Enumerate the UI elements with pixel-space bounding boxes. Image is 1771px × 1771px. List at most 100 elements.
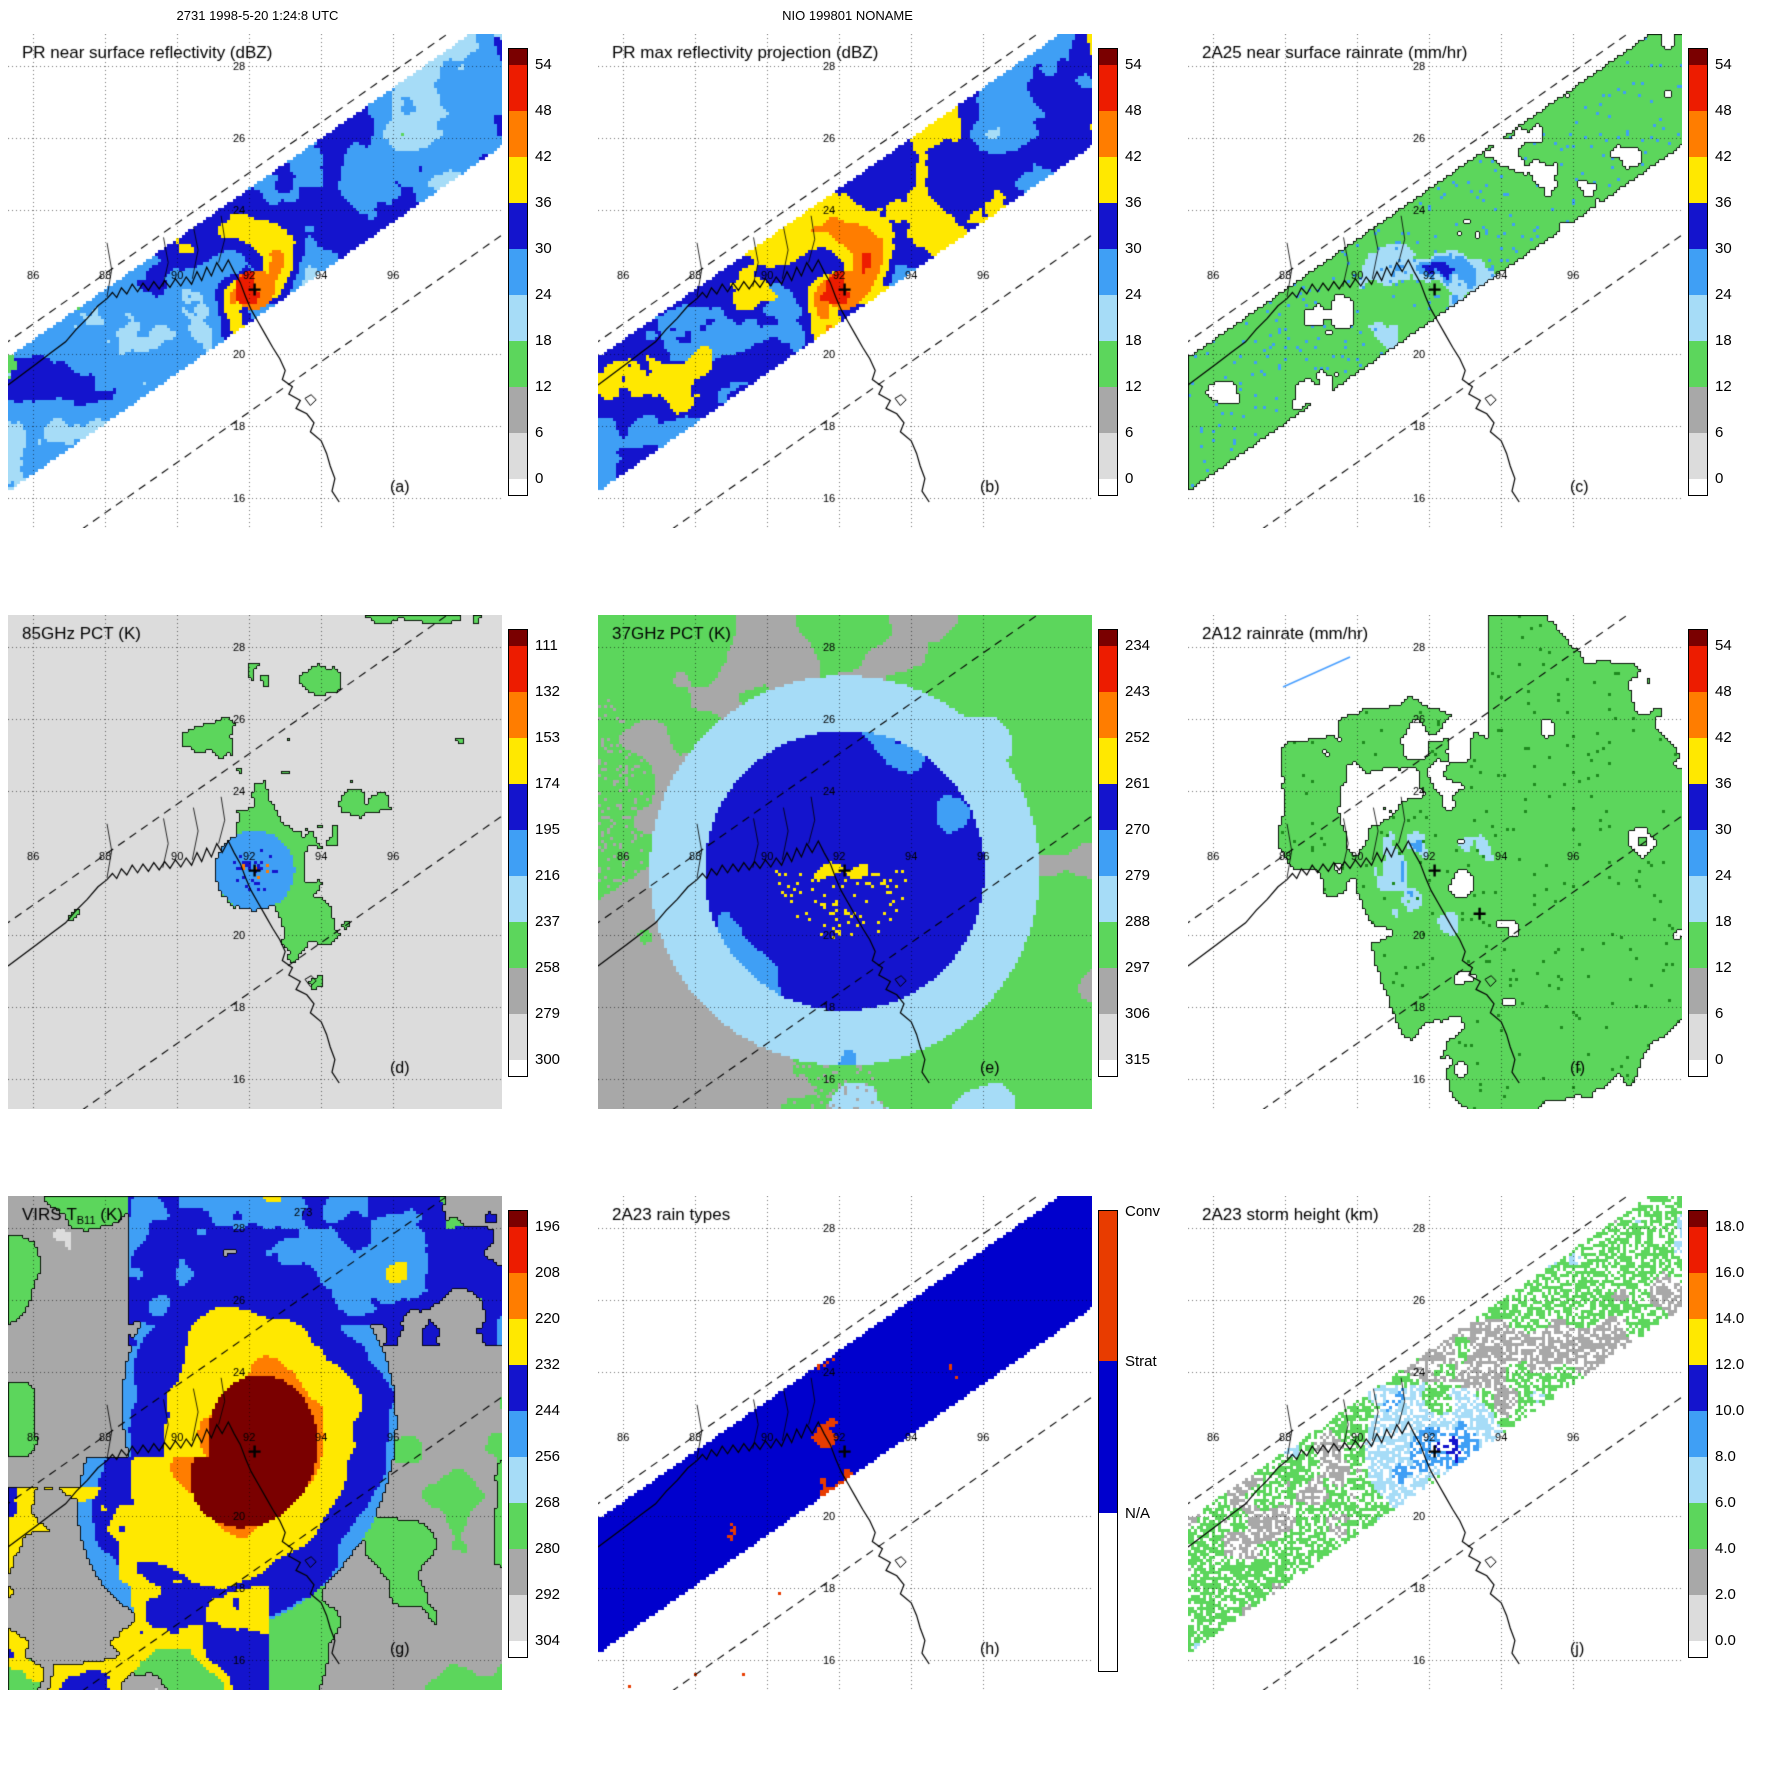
colorbar-tick-label: 18.0 [1715,1218,1745,1235]
colorbar-bar-a [508,48,528,496]
map-canvas-d [8,615,502,1109]
colorbar-segment [1689,387,1707,433]
panel-e: 234 243 252 261 270 279 288 297 306 315 [590,607,1180,1188]
colorbar-segment [1099,646,1117,692]
colorbar-tick-label: 6 [1715,424,1724,441]
colorbar-tick-label: 48 [1715,102,1732,119]
colorbar-segment [1689,433,1707,479]
colorbar-tick-label: 30 [1125,240,1142,257]
colorbar-segment [1099,157,1117,203]
panel-i: 18.0 16.0 14.0 12.0 10.0 8.0 6.0 4.0 2.0 0.0 [1180,1188,1770,1769]
colorbar-tick-label: 297 [1125,959,1151,976]
colorbar: 54 48 42 36 30 24 18 12 6 0 [1098,40,1178,560]
colorbar-tick-label: 42 [1715,729,1732,746]
colorbar-segment [1099,738,1117,784]
colorbar-tick-label: 48 [535,102,552,119]
panel-grid: 54 48 42 36 30 24 18 12 6 0 54 48 42 36 30 24 18 12 6 0 54… [0,26,1770,1769]
colorbar-segment [1689,203,1707,249]
colorbar-segment [1689,249,1707,295]
panel-g: 196 208 220 232 244 256 268 280 292 304 [0,1188,590,1769]
colorbar-bar-e [1098,629,1118,1077]
colorbar-tick-label: 237 [535,913,561,930]
colorbar-segment [1099,295,1117,341]
colorbar-segment [1689,1457,1707,1503]
colorbar-segment [1099,433,1117,479]
colorbar-tick-label: Conv [1125,1203,1161,1220]
map-canvas-c [1188,34,1682,528]
colorbar-segment [1689,876,1707,922]
colorbar-bar-d [508,629,528,1077]
colorbar-segment [1689,295,1707,341]
colorbar-tick-label: 306 [1125,1005,1151,1022]
colorbar-segment [509,1457,527,1503]
colorbar-segment [509,65,527,111]
colorbar-tick-label: 30 [1715,240,1732,257]
colorbar-segment [1099,249,1117,295]
colorbar-segment [509,646,527,692]
colorbar-segment [1099,968,1117,1014]
colorbar-tick-label: 48 [1715,683,1732,700]
map-canvas-g [8,1196,502,1690]
colorbar-segment [1099,341,1117,387]
colorbar-tick-label: 279 [1125,867,1151,884]
colorbar: 196 208 220 232 244 256 268 280 292 304 [508,1202,588,1722]
colorbar-tick-label: 6 [1125,424,1134,441]
colorbar-tick-label: 12.0 [1715,1356,1745,1373]
colorbar-segment [1099,922,1117,968]
colorbar-segment [1689,1411,1707,1457]
colorbar-tick-label: 30 [535,240,552,257]
colorbar-segment [1689,1503,1707,1549]
colorbar-segment [1099,387,1117,433]
colorbar-tick-label: 12 [1125,378,1142,395]
colorbar-tick-label: 280 [535,1540,561,1557]
colorbar-tick-label: 36 [1715,194,1732,211]
map-canvas-a [8,34,502,528]
colorbar-tick-label: Strat [1125,1353,1157,1370]
colorbar-segment [1689,1014,1707,1060]
colorbar-tick-label: 258 [535,959,561,976]
colorbar-tick-label: 54 [1715,56,1732,73]
colorbar-tick-label: 261 [1125,775,1151,792]
map-canvas-b [598,34,1092,528]
colorbar-tick-label: 0 [1715,1051,1724,1068]
colorbar-tick-label: 36 [1125,194,1142,211]
colorbar-tick-label: 196 [535,1218,561,1235]
colorbar-tick-label: 48 [1125,102,1142,119]
colorbar-segment [509,1273,527,1319]
colorbar-tick-label: 132 [535,683,561,700]
colorbar-segment [509,1411,527,1457]
colorbar-segment [509,433,527,479]
colorbar-tick-label: 18 [1715,913,1732,930]
colorbar: 54 48 42 36 30 24 18 12 6 0 [508,40,588,560]
colorbar-tick-label: 30 [1715,821,1732,838]
colorbar-tick-label: 252 [1125,729,1151,746]
colorbar-tick-label: 268 [535,1494,561,1511]
colorbar-tick-label: 6 [1715,1005,1724,1022]
map-canvas-h [598,1196,1092,1690]
colorbar-segment [509,830,527,876]
colorbar-tick-label: 270 [1125,821,1151,838]
colorbar-segment [509,1227,527,1273]
map-canvas-f [1188,615,1682,1109]
colorbar-tick-label: 54 [535,56,552,73]
colorbar-segment [1689,341,1707,387]
colorbar-segment [1689,922,1707,968]
colorbar-tick-label: 24 [535,286,552,303]
colorbar-segment [509,922,527,968]
colorbar-segment [1099,203,1117,249]
colorbar-segment [509,876,527,922]
colorbar-tick-label: 16.0 [1715,1264,1745,1281]
colorbar-tick-label: 0 [535,470,544,487]
colorbar-segment [1099,784,1117,830]
colorbar-tick-label: 42 [1715,148,1732,165]
colorbar-segment [509,1014,527,1060]
colorbar-segment [1689,1227,1707,1273]
panel-a: 54 48 42 36 30 24 18 12 6 0 [0,26,590,607]
colorbar-tick-label: 18 [1125,332,1142,349]
colorbar-bar-b [1098,48,1118,496]
colorbar-segment [1099,876,1117,922]
colorbar-tick-label: 243 [1125,683,1151,700]
colorbar-tick-label: 0.0 [1715,1632,1736,1649]
colorbar-tick-label: N/A [1125,1505,1151,1522]
colorbar-segment [509,1503,527,1549]
